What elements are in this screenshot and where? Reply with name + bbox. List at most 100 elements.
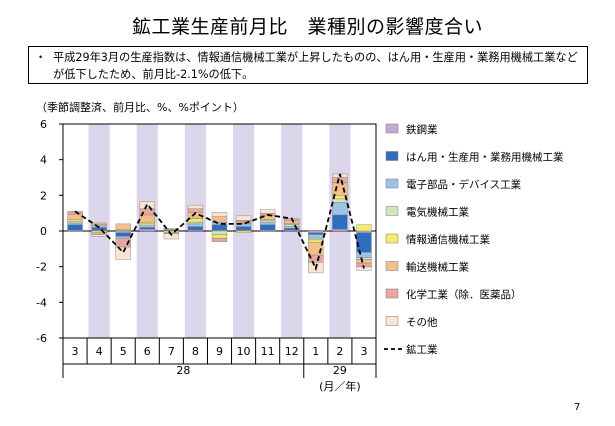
bar-segment [332,202,348,216]
x-tick-label: 12 [285,345,299,358]
bar-segment [308,237,324,241]
bar-segment [332,229,348,232]
bar-segment [187,223,204,227]
legend-label: はん用・生産用・業務用機械工業 [406,151,564,164]
x-tick-label: 4 [96,345,103,358]
page-title: 鉱工業生産前月比 業種別の影響度合い [131,16,483,38]
bar-segment [332,182,348,196]
legend-label: 電子部品・デバイス工業 [406,178,522,191]
legend-label: 化学工業（除．医薬品） [406,288,522,301]
bar-segment [91,222,107,225]
bar-segment [308,232,324,235]
y-tick-label: 0 [40,225,47,238]
bar-segment [259,221,276,225]
bar-segment [259,209,276,214]
bar-segment [356,224,372,232]
x-tick-label: 3 [72,345,79,358]
bar-segment [187,221,204,225]
legend-swatch [385,206,399,216]
year-label: 29 [333,364,347,377]
bar-segment [91,227,107,231]
bar-segment [115,232,131,237]
legend-swatch [385,151,399,161]
bar-segment [211,230,228,235]
bar-segment [139,223,155,226]
bar-segment [67,224,83,231]
legend-swatch [385,233,399,244]
bar-segment [356,252,372,258]
legend-label: 輸送機械工業 [406,261,469,274]
bar-segment [187,226,204,231]
x-tick-label: 7 [168,345,175,358]
bar-segment [139,229,155,232]
legend-swatch [385,288,399,299]
y-tick-label: -4 [36,296,47,309]
legend-label: 鉄鋼業 [406,123,438,136]
legend-label: 情報通信機械工業 [406,233,490,246]
bar-segment [235,215,252,221]
bar-segment [67,222,83,225]
x-tick-label: 2 [336,345,343,358]
bar-segment [139,221,155,225]
x-tick-label: 3 [360,345,367,358]
bar-segment [115,223,131,230]
summary-text: 平成29年3月の生産指数は、情報通信機械工業が上昇したものの、はん用・生産用・業… [53,51,578,81]
bar-segment [67,220,83,224]
x-tick-label: 8 [192,345,199,358]
bar-segment [356,259,372,264]
x-tick-label: 11 [261,345,275,358]
bar-segment [356,232,372,253]
bar-segment [284,224,300,227]
y-tick-label: 4 [40,154,47,167]
bar-segment [91,234,107,237]
legend-swatch [385,123,399,134]
bar-segment [211,237,228,242]
line-series-path [74,173,365,272]
y-tick-label: -6 [36,332,47,345]
bar-segment [211,212,228,217]
bar-segment [259,220,276,223]
bar-segment [163,228,180,230]
legend-label: 電気機械工業 [406,206,469,219]
bar-segment [308,239,324,243]
bar-segment [67,213,83,220]
x-tick-label: 1 [312,345,319,358]
y-tick-label: 2 [40,189,47,202]
summary-bullet: ・ [35,51,47,64]
bar-segment [356,230,372,233]
bar-segment [332,177,348,184]
x-tick-label: 5 [120,345,127,358]
legend-swatch [385,178,399,189]
bar-segment [332,198,348,203]
x-unit-label: (月／年) [319,379,361,393]
y-tick-label: 6 [40,118,47,131]
bar-segment [211,234,228,239]
y-tick-label: -2 [36,261,47,274]
bar-segment [235,230,252,233]
bar-segment [332,214,348,230]
bar-segment [187,208,204,213]
unit-note: （季節調整済、前月比、%、%ポイント） [36,101,244,114]
bar-segment [308,230,324,233]
bar-segment [67,219,83,222]
bar-segment [284,220,300,225]
year-label: 28 [176,364,190,377]
bar-segment [139,225,155,228]
summary-box: ・ 平成29年3月の生産指数は、情報通信機械工業が上昇したものの、はん用・生産用… [28,46,588,84]
bar-segment [235,226,252,231]
bar-segment [187,204,204,209]
x-tick-label: 6 [144,345,151,358]
bar-segment [308,234,324,239]
bar-segment [115,236,131,239]
bar-segment [356,257,372,260]
bar-segment [211,224,228,231]
x-tick-label: 9 [216,345,223,358]
bar-segment [187,218,204,223]
legend-swatch [385,316,399,326]
x-tick-label: 10 [237,345,251,358]
legend-swatch [385,261,399,271]
bar-segment [115,230,131,233]
bar-segment [115,246,131,260]
page-number: 7 [574,402,581,413]
